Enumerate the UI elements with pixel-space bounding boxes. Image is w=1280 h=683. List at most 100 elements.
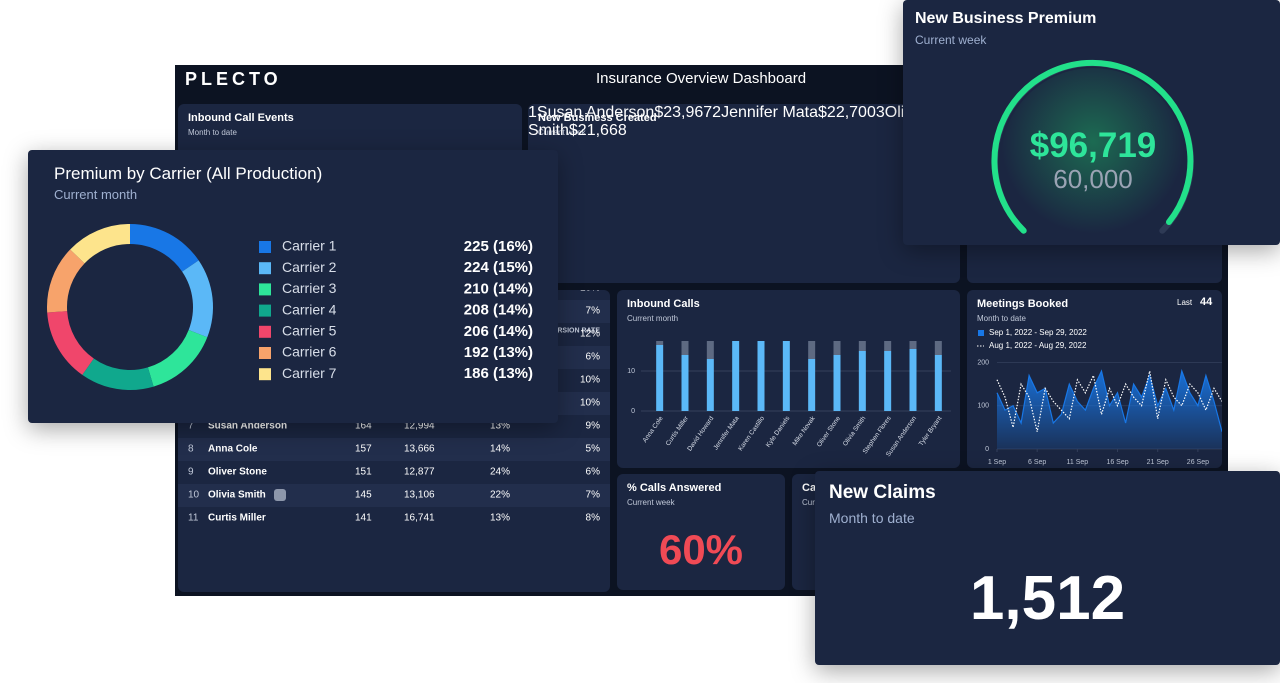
table-cell: 5% xyxy=(585,443,600,455)
panel-subtitle: Curr xyxy=(802,498,818,507)
table-cell: 13% xyxy=(490,420,511,432)
legend-value: 186 (13%) xyxy=(464,365,533,382)
bar-segment xyxy=(706,359,714,411)
bar-segment xyxy=(858,341,866,351)
table-cell: 8 xyxy=(188,443,194,455)
panel-subtitle: Month to date xyxy=(188,128,237,137)
line xyxy=(996,368,1222,432)
bar-segment xyxy=(782,341,790,411)
x-tick-label: Mike Novak xyxy=(791,415,817,447)
table-cell: 12% xyxy=(579,328,600,340)
panel-title: Meetings Booked xyxy=(977,298,1069,310)
table-cell: 10 xyxy=(188,489,200,501)
table-cell: 10% xyxy=(579,374,600,386)
table-cell: Susan Anderson xyxy=(208,420,288,432)
bar-segment xyxy=(732,341,740,411)
gauge-glow xyxy=(1001,68,1185,245)
legend-label: Carrier 3 xyxy=(282,280,337,296)
table-cell: 6% xyxy=(585,351,600,363)
table-cell: 10% xyxy=(580,290,600,294)
x-tick-label: David Howard xyxy=(686,415,715,453)
badge-icon xyxy=(274,489,286,501)
table-cell: 151 xyxy=(355,466,372,478)
new-claims-card: New Claims Month to date 1,512 xyxy=(815,471,1280,665)
line xyxy=(996,370,1222,432)
bar-segment xyxy=(934,341,942,355)
calls-answered-panel: % Calls Answered Current week 60% xyxy=(617,474,785,590)
legend-swatch xyxy=(259,283,271,296)
x-tick-label: Curtis Miller xyxy=(665,414,691,447)
table-cell: 12,994 xyxy=(404,420,435,432)
annotation-label: Last xyxy=(1177,298,1193,307)
panel-title: % Calls Answered xyxy=(627,482,722,494)
legend-value: 224 (15%) xyxy=(464,259,533,276)
table-cell: 16,741 xyxy=(404,512,435,524)
legend-value: 206 (14%) xyxy=(464,323,533,340)
x-tick-label: Jennifer Mata xyxy=(712,415,741,452)
table-cell: 157 xyxy=(355,443,372,455)
bar-segment xyxy=(934,355,942,411)
x-tick-label: 21 Sep xyxy=(1147,459,1169,466)
legend-swatch xyxy=(259,241,271,253)
legend-swatch xyxy=(259,325,271,338)
bar-segment xyxy=(656,345,664,411)
table-cell: 9 xyxy=(188,466,194,478)
bar-segment xyxy=(808,359,816,411)
logo: PLECTO xyxy=(185,69,282,89)
bar-segment xyxy=(757,341,765,411)
y-tick-label: 0 xyxy=(985,446,989,453)
card-subtitle: Current week xyxy=(915,33,987,47)
meetings-booked-panel: Meetings Booked Month to date Last 44 0 1… xyxy=(967,290,1222,468)
gauge xyxy=(991,59,1194,245)
bar-segment xyxy=(808,341,816,359)
x-tick-label: Oliver Stone xyxy=(816,415,842,449)
table-cell: 24% xyxy=(490,466,511,478)
column-header: ERSION RATE xyxy=(552,327,600,335)
legend-value: 192 (13%) xyxy=(464,344,533,361)
y-tick-label: 100 xyxy=(977,403,989,410)
panel-subtitle: Current week xyxy=(538,128,586,137)
x-tick-label: 1 Sep xyxy=(988,459,1006,466)
donut-segment xyxy=(182,260,213,338)
panel-title: New Business Created xyxy=(538,112,657,124)
x-tick-label: Tyler Bryant xyxy=(918,415,944,448)
bar-segment xyxy=(833,355,841,411)
bar-segment xyxy=(833,341,841,355)
bar-segment xyxy=(706,341,714,359)
panel-subtitle: Month to date xyxy=(977,314,1026,323)
legend-label: Carrier 6 xyxy=(282,344,337,360)
x-tick-label: Kyle Daniels xyxy=(765,415,792,449)
y-tick-label: 0 xyxy=(631,408,635,415)
panel-title: Inbound Calls xyxy=(627,298,700,310)
legend-swatch xyxy=(978,330,984,336)
card-title: New Claims xyxy=(829,482,936,503)
bar-segment xyxy=(656,341,664,345)
person-name: Jennifer Mata xyxy=(721,104,819,121)
x-tick-label: Anna Cole xyxy=(642,415,665,444)
inbound-calls-panel: Inbound Calls Current month 0 10 Anna Cole… xyxy=(617,290,960,468)
kpi-value: 60% xyxy=(658,526,744,573)
bar-segment xyxy=(909,349,917,411)
row-stripe xyxy=(178,437,610,461)
table-cell: 6% xyxy=(585,466,600,478)
kpi-value: 1,512 xyxy=(969,564,1126,633)
table-cell: 7 xyxy=(188,420,194,432)
table-cell: 14% xyxy=(490,443,511,455)
y-tick-label: 200 xyxy=(977,359,989,366)
dashboard-title: Insurance Overview Dashboard xyxy=(595,70,807,87)
legend-value: 208 (14%) xyxy=(464,302,533,319)
legend-swatch xyxy=(259,347,271,359)
line-chart: 0 100 200 1 Sep 6 Sep 11 Sep 16 Sep 21 Sep 26 Se… xyxy=(977,328,1222,466)
person-value: $23,967 xyxy=(654,104,713,121)
x-tick-label: 26 Sep xyxy=(1187,459,1209,466)
rank-number: 1 xyxy=(528,104,537,121)
card-title: New Business Premium xyxy=(915,10,1097,27)
panel-title: Ca xyxy=(802,482,817,494)
card-subtitle: Month to date xyxy=(829,510,915,526)
x-tick-label: Karen Castillo xyxy=(737,415,766,452)
panel-title: Inbound Call Events xyxy=(188,112,294,124)
donut-segment xyxy=(147,329,208,387)
table-cell: 13% xyxy=(490,512,511,524)
legend-label: Sep 1, 2022 - Sep 29, 2022 xyxy=(989,328,1087,337)
